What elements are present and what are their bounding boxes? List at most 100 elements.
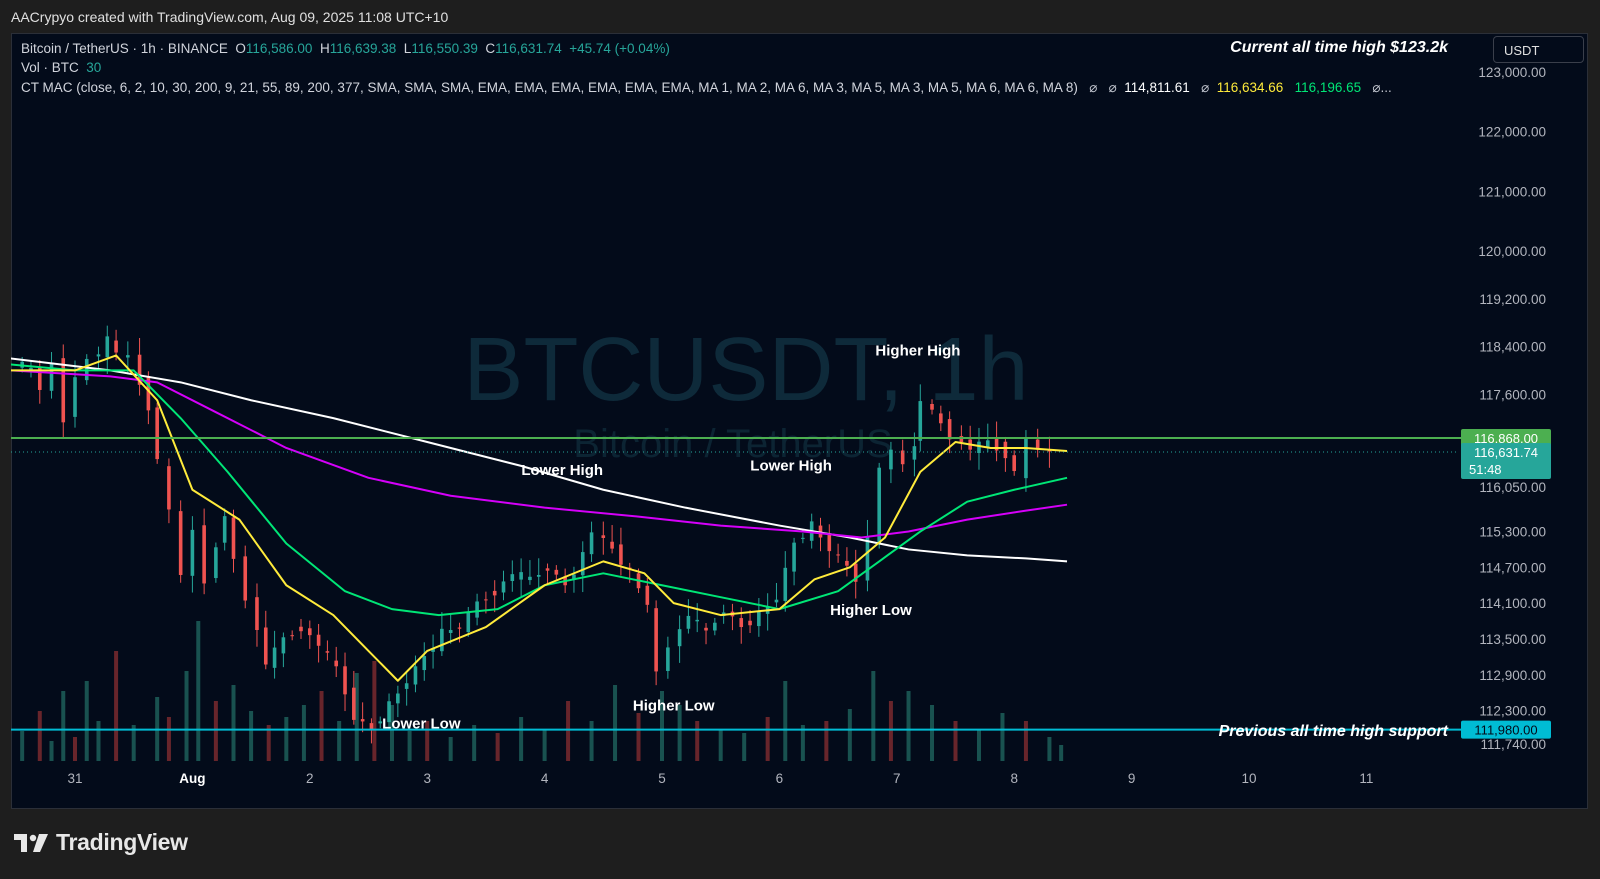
volume-bar bbox=[976, 729, 981, 761]
candle-body bbox=[686, 615, 691, 629]
candle-body bbox=[137, 354, 142, 385]
currency-selector[interactable]: USDT bbox=[1493, 36, 1584, 63]
volume-bar bbox=[800, 725, 805, 761]
indicator-symbol-3: ⌀ bbox=[1201, 80, 1210, 95]
volume-bar bbox=[742, 733, 747, 761]
indicator-label: CT MAC (close, 6, 2, 10, 30, 200, 9, 21,… bbox=[21, 80, 1078, 95]
volume-bar bbox=[542, 729, 547, 761]
level-price-tag bbox=[1461, 428, 1551, 447]
x-axis-tick: 7 bbox=[893, 771, 901, 786]
candle-body bbox=[1035, 439, 1040, 450]
level-price-tag bbox=[1461, 720, 1551, 739]
volume-bar bbox=[389, 705, 394, 761]
volume-bar bbox=[1059, 745, 1064, 761]
candle-body bbox=[1047, 450, 1052, 452]
candle-body bbox=[281, 637, 286, 654]
indicator-legend[interactable]: CT MAC (close, 6, 2, 10, 30, 200, 9, 21,… bbox=[21, 80, 1392, 96]
volume-bar bbox=[407, 731, 412, 761]
volume-bar bbox=[566, 701, 571, 761]
current-price-label: 116,631.74 bbox=[1474, 445, 1538, 460]
close-value: 116,631.74 bbox=[495, 41, 562, 56]
candle-body bbox=[918, 401, 923, 441]
candle-body bbox=[126, 355, 130, 358]
candle-body bbox=[308, 628, 312, 636]
candle-body bbox=[96, 354, 101, 357]
candle-body bbox=[448, 630, 453, 633]
ma-white-line bbox=[11, 357, 1068, 563]
candle-body bbox=[484, 599, 488, 601]
pattern-annotation: Higher High bbox=[875, 342, 960, 359]
x-axis-tick: 11 bbox=[1359, 771, 1373, 786]
candle-body bbox=[155, 407, 159, 460]
candle-body bbox=[572, 574, 576, 579]
candle-body bbox=[475, 601, 479, 618]
volume-bar bbox=[37, 711, 42, 761]
volume-bar bbox=[73, 737, 77, 761]
pattern-annotation: Higher Low bbox=[633, 698, 715, 715]
candle-body bbox=[877, 467, 881, 544]
y-axis-tick: 115,300.00 bbox=[1479, 525, 1546, 540]
indicator-symbol-2: ⌀ bbox=[1108, 80, 1117, 95]
high-label: H bbox=[319, 41, 330, 56]
volume-bar bbox=[718, 729, 723, 761]
tradingview-logo-text: TradingView bbox=[56, 829, 188, 855]
volume-bar bbox=[495, 733, 500, 761]
candle-body bbox=[774, 599, 779, 603]
x-axis-tick: Aug bbox=[179, 771, 205, 786]
volume-bar bbox=[372, 661, 377, 761]
y-axis-tick: 116,050.00 bbox=[1479, 480, 1546, 495]
candle-body bbox=[619, 544, 623, 565]
support-label: Previous all time high support bbox=[1218, 723, 1448, 740]
indicator-value-yellow: 116,634.66 bbox=[1216, 80, 1284, 95]
candle-body bbox=[404, 683, 409, 689]
volume-bar bbox=[84, 681, 89, 761]
candle-body bbox=[290, 635, 294, 637]
candle-body bbox=[536, 574, 541, 577]
candle-body bbox=[1003, 441, 1008, 459]
low-value: 116,550.39 bbox=[411, 41, 478, 56]
candle-body bbox=[29, 367, 33, 370]
chart-panel[interactable] bbox=[11, 33, 1588, 809]
volume-bar bbox=[20, 731, 25, 761]
volume-bar bbox=[765, 717, 770, 761]
volume-bar bbox=[589, 721, 594, 761]
y-axis-tick: 123,000.00 bbox=[1478, 65, 1546, 80]
volume-bar bbox=[677, 705, 682, 761]
candle-body bbox=[466, 611, 471, 633]
low-label: L bbox=[403, 41, 412, 56]
y-axis-tick: 113,500.00 bbox=[1479, 632, 1546, 647]
volume-bar bbox=[96, 721, 101, 761]
candle-body bbox=[492, 590, 497, 596]
ath-label: Current all time high $123.2k bbox=[1230, 39, 1448, 56]
candle-body bbox=[422, 656, 427, 671]
candle-body bbox=[783, 567, 788, 601]
y-axis-tick: 121,000.00 bbox=[1478, 184, 1546, 199]
candle-body bbox=[431, 648, 435, 652]
symbol-name[interactable]: Bitcoin / TetherUS · 1h · BINANCE bbox=[21, 41, 228, 56]
candle-body bbox=[865, 536, 870, 581]
volume-bar bbox=[284, 717, 289, 761]
x-axis-tick: 6 bbox=[776, 771, 784, 786]
volume-bar bbox=[213, 701, 218, 761]
tradingview-logo[interactable]: TradingView bbox=[14, 829, 188, 856]
y-axis-tick: 112,900.00 bbox=[1479, 668, 1546, 683]
pattern-annotation: Lower Low bbox=[382, 715, 461, 732]
ma-magenta-line bbox=[11, 369, 1068, 539]
candle-body bbox=[343, 666, 347, 695]
candle-body bbox=[589, 532, 594, 555]
volume-bar bbox=[231, 685, 236, 761]
candle-body bbox=[178, 511, 183, 575]
candle-body bbox=[739, 618, 744, 628]
volume-bar bbox=[61, 691, 66, 761]
candle-body bbox=[231, 517, 236, 559]
x-axis-tick: 4 bbox=[541, 771, 549, 786]
volume-bar bbox=[783, 681, 788, 761]
watermark-name: Bitcoin / TetherUS bbox=[573, 422, 892, 466]
candle-body bbox=[501, 581, 506, 593]
candle-body bbox=[243, 556, 248, 601]
pattern-annotation: Lower High bbox=[750, 458, 832, 475]
volume-bar bbox=[266, 725, 271, 761]
candle-body bbox=[352, 687, 356, 720]
volume-legend[interactable]: Vol · BTC 30 bbox=[21, 60, 101, 75]
